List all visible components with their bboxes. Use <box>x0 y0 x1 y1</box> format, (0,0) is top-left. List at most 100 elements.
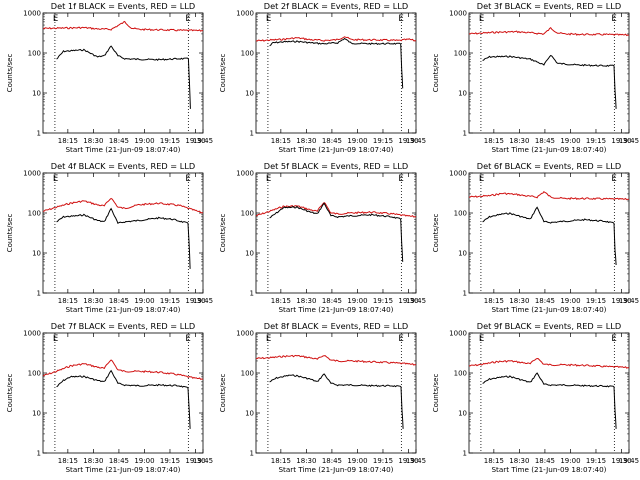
y-tick-label: 100 <box>28 50 41 58</box>
x-tick-label: 18:45 <box>322 137 342 145</box>
x-tick-label: 18:45 <box>109 457 129 465</box>
y-tick-label: 1000 <box>449 330 467 338</box>
x-tick-label: 19:15 <box>373 457 393 465</box>
chart-svg: Det 7f BLACK = Events, RED = LLD 1 10 100 10… <box>6 321 213 474</box>
x-tick-label: 18:15 <box>58 457 78 465</box>
chart-svg: Det 4f BLACK = Events, RED = LLD 1 10 100 10… <box>6 161 213 314</box>
x-tick-label: 18:45 <box>109 137 129 145</box>
series-line-black-events <box>56 45 191 109</box>
chart-title: Det 9f BLACK = Events, RED = LLD <box>477 321 621 331</box>
chart-svg: Det 8f BLACK = Events, RED = LLD 1 10 100 10… <box>219 321 426 474</box>
x-tick-label: 19:45 <box>619 457 639 465</box>
series-line-black-events <box>56 207 191 269</box>
y-axis-label: Counts/sec <box>219 214 227 253</box>
plot-frame <box>255 172 417 294</box>
y-tick-label: 1000 <box>23 330 41 338</box>
chart-svg: Det 2f BLACK = Events, RED = LLD 1 10 100 10… <box>219 1 426 154</box>
y-tick-label: 10 <box>458 250 467 258</box>
y-tick-label: 10 <box>32 410 41 418</box>
x-tick-label: 19:00 <box>347 297 367 305</box>
y-tick-label: 10 <box>458 410 467 418</box>
x-tick-label: 19:00 <box>134 457 154 465</box>
event-marker: E <box>53 14 58 24</box>
series-line-black-events <box>56 369 191 429</box>
y-axis-label: Counts/sec <box>219 54 227 93</box>
plot-frame <box>255 332 417 454</box>
series-line-red-lld <box>42 197 204 214</box>
x-tick-label: 19:00 <box>134 137 154 145</box>
x-tick-label: 19:30 <box>398 297 418 305</box>
x-tick-label: 19:30 <box>185 137 205 145</box>
series-line-black-events <box>482 206 617 266</box>
x-tick-label: 18:15 <box>271 297 291 305</box>
x-tick-label: 19:00 <box>347 457 367 465</box>
x-tick-label: 18:45 <box>535 457 555 465</box>
x-tick-label: 18:45 <box>322 457 342 465</box>
y-tick-label: 100 <box>454 370 467 378</box>
plot-frame <box>468 12 630 134</box>
x-axis-label: Start Time (21-Jun-09 18:07:40) <box>65 465 180 474</box>
chart-title: Det 8f BLACK = Events, RED = LLD <box>264 321 408 331</box>
x-tick-label: 18:15 <box>484 137 504 145</box>
y-tick-label: 100 <box>241 370 254 378</box>
y-tick-label: 100 <box>28 370 41 378</box>
event-marker: E <box>611 174 616 184</box>
x-tick-label: 19:30 <box>185 297 205 305</box>
detector-panel-4: Det 4f BLACK = Events, RED = LLD 1 10 100 10… <box>0 160 213 320</box>
event-marker: E <box>185 174 190 184</box>
chart-svg: Det 1f BLACK = Events, RED = LLD 1 10 100 10… <box>6 1 213 154</box>
x-axis-label: Start Time (21-Jun-09 18:07:40) <box>491 465 606 474</box>
event-marker: E <box>611 14 616 24</box>
x-tick-label: 18:45 <box>322 297 342 305</box>
chart-title: Det 2f BLACK = Events, RED = LLD <box>264 1 408 11</box>
x-axis-label: Start Time (21-Jun-09 18:07:40) <box>65 305 180 314</box>
x-tick-label: 19:45 <box>406 137 426 145</box>
y-tick-label: 1 <box>463 450 467 458</box>
event-marker: E <box>611 334 616 344</box>
event-marker: E <box>479 14 484 24</box>
x-tick-label: 19:45 <box>619 297 639 305</box>
x-tick-label: 19:00 <box>134 297 154 305</box>
x-tick-label: 19:15 <box>160 457 180 465</box>
x-axis-label: Start Time (21-Jun-09 18:07:40) <box>278 465 393 474</box>
x-tick-label: 19:45 <box>406 457 426 465</box>
series-line-red-lld <box>255 354 417 366</box>
x-tick-label: 18:30 <box>296 137 316 145</box>
x-tick-label: 18:30 <box>509 137 529 145</box>
plot-frame <box>468 172 630 294</box>
y-tick-label: 100 <box>241 210 254 218</box>
y-tick-label: 100 <box>454 210 467 218</box>
series-line-black-events <box>269 37 404 89</box>
y-tick-label: 1 <box>250 290 254 298</box>
y-tick-label: 1000 <box>23 10 41 18</box>
y-axis-label: Counts/sec <box>6 54 14 93</box>
series-line-red-lld <box>42 20 204 32</box>
chart-title: Det 1f BLACK = Events, RED = LLD <box>51 1 195 11</box>
y-tick-label: 1000 <box>236 330 254 338</box>
x-tick-label: 18:15 <box>271 457 291 465</box>
x-tick-label: 19:00 <box>560 457 580 465</box>
chart-title: Det 6f BLACK = Events, RED = LLD <box>477 161 621 171</box>
y-axis-label: Counts/sec <box>432 214 440 253</box>
series-line-black-events <box>269 202 404 262</box>
x-tick-label: 18:30 <box>509 457 529 465</box>
x-tick-label: 18:45 <box>535 137 555 145</box>
chart-title: Det 4f BLACK = Events, RED = LLD <box>51 161 195 171</box>
series-line-black-events <box>269 373 404 429</box>
y-tick-label: 1 <box>37 450 41 458</box>
detector-panel-1: Det 1f BLACK = Events, RED = LLD 1 10 100 10… <box>0 0 213 160</box>
x-tick-label: 18:15 <box>271 137 291 145</box>
chart-svg: Det 5f BLACK = Events, RED = LLD 1 10 100 10… <box>219 161 426 314</box>
x-tick-label: 19:00 <box>347 137 367 145</box>
y-tick-label: 1 <box>250 130 254 138</box>
chart-svg: Det 3f BLACK = Events, RED = LLD 1 10 100 10… <box>432 1 639 154</box>
x-tick-label: 19:45 <box>193 457 213 465</box>
y-tick-label: 10 <box>32 90 41 98</box>
x-tick-label: 19:00 <box>560 137 580 145</box>
plot-frame <box>42 172 204 294</box>
y-tick-label: 100 <box>28 210 41 218</box>
series-line-red-lld <box>255 201 417 218</box>
event-marker: E <box>266 334 271 344</box>
x-tick-label: 19:00 <box>560 297 580 305</box>
